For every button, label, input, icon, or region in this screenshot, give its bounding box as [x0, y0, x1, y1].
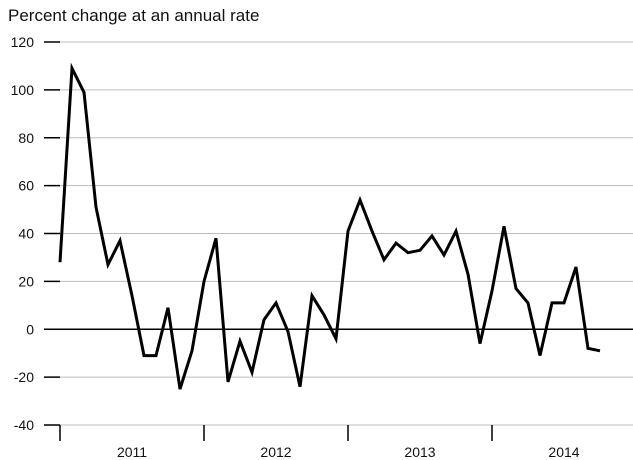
series-line: [58, 62, 601, 390]
x-tick-label: 2011: [117, 444, 147, 460]
x-tick-label: 2013: [404, 444, 435, 460]
y-tick-label: 20: [18, 273, 34, 289]
y-tick-label: -20: [14, 369, 34, 385]
y-tick-label: 40: [18, 226, 34, 242]
y-tick-label: 120: [11, 34, 35, 50]
x-tick-label: 2012: [260, 444, 291, 460]
y-tick-label: 80: [18, 130, 34, 146]
x-tick-label: 2014: [548, 444, 579, 460]
y-tick-label: 100: [11, 82, 35, 98]
y-tick-label: 0: [26, 321, 34, 337]
y-tick-label: -40: [14, 417, 34, 433]
y-axis-title: Percent change at an annual rate: [8, 6, 260, 25]
y-tick-label: 60: [18, 178, 34, 194]
